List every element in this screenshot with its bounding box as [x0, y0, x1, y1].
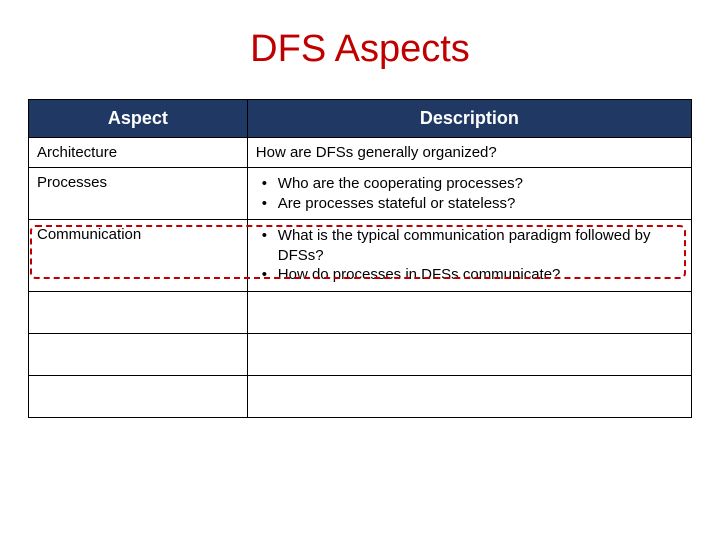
table-row: Architecture How are DFSs generally orga… [29, 138, 692, 168]
aspect-cell [29, 333, 248, 375]
desc-cell [247, 291, 691, 333]
desc-cell: Who are the cooperating processes? Are p… [247, 168, 691, 220]
table-row [29, 291, 692, 333]
desc-cell: What is the typical communication paradi… [247, 220, 691, 292]
bullet-list: Who are the cooperating processes? Are p… [256, 174, 683, 213]
aspect-cell: Architecture [29, 138, 248, 168]
slide-title: DFS Aspects [28, 28, 692, 71]
aspect-cell: Processes [29, 168, 248, 220]
desc-cell [247, 333, 691, 375]
bullet-list: What is the typical communication paradi… [256, 226, 683, 285]
table-row: Communication What is the typical commun… [29, 220, 692, 292]
table-header-row: Aspect Description [29, 100, 692, 138]
table-row [29, 333, 692, 375]
table-row: Processes Who are the cooperating proces… [29, 168, 692, 220]
bullet-item: What is the typical communication paradi… [256, 226, 683, 265]
col-header-description: Description [247, 100, 691, 138]
desc-cell [247, 375, 691, 417]
table-row [29, 375, 692, 417]
col-header-aspect: Aspect [29, 100, 248, 138]
bullet-item: Who are the cooperating processes? [256, 174, 683, 194]
aspect-cell [29, 375, 248, 417]
desc-cell: How are DFSs generally organized? [247, 138, 691, 168]
bullet-item: Are processes stateful or stateless? [256, 194, 683, 214]
slide: DFS Aspects Aspect Description Architect… [0, 0, 720, 540]
aspect-cell [29, 291, 248, 333]
aspect-cell: Communication [29, 220, 248, 292]
bullet-item: How do processes in DFSs communicate? [256, 265, 683, 285]
aspects-table: Aspect Description Architecture How are … [28, 99, 692, 418]
